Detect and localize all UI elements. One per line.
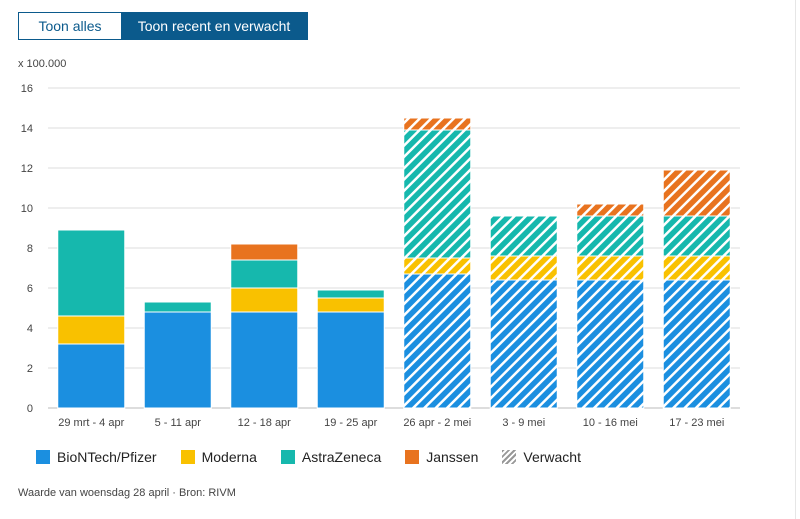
y-tick-label: 6 — [27, 283, 33, 295]
x-tick-label: 10 - 16 mei — [583, 417, 638, 429]
view-toggle: Toon alles Toon recent en verwacht — [18, 12, 308, 40]
bar-pfizer[interactable] — [230, 311, 299, 409]
bar-janssen[interactable] — [403, 117, 472, 131]
x-tick-label: 17 - 23 mei — [669, 417, 724, 429]
bar-astrazeneca[interactable] — [316, 289, 385, 299]
bar-stack-2[interactable] — [230, 243, 299, 409]
bar-astrazeneca[interactable] — [662, 215, 731, 257]
legend-item-expected[interactable]: Verwacht — [502, 449, 581, 465]
bar-janssen[interactable] — [662, 169, 731, 217]
bar-pfizer[interactable] — [143, 311, 212, 409]
legend-swatch-janssen — [405, 450, 420, 464]
x-tick-label: 26 apr - 2 mei — [403, 417, 471, 429]
legend-item-moderna[interactable]: Moderna — [180, 449, 257, 465]
y-tick-label: 8 — [27, 243, 33, 255]
legend-item-janssen[interactable]: Janssen — [405, 449, 478, 465]
legend-label-expected: Verwacht — [523, 449, 581, 465]
bar-moderna[interactable] — [316, 297, 385, 313]
bar-astrazeneca[interactable] — [576, 215, 645, 257]
y-tick-label: 12 — [21, 163, 33, 175]
x-tick-label: 3 - 9 mei — [502, 417, 545, 429]
bar-stack-6[interactable] — [576, 203, 645, 409]
bar-astrazeneca[interactable] — [57, 229, 126, 317]
bar-astrazeneca[interactable] — [143, 301, 212, 313]
legend-label-janssen: Janssen — [426, 449, 479, 465]
y-tick-label: 16 — [21, 83, 33, 95]
legend-item-astrazeneca[interactable]: AstraZeneca — [280, 449, 382, 465]
legend-item-pfizer[interactable]: BioNTech/Pfizer — [36, 449, 157, 465]
legend-label-pfizer: BioNTech/Pfizer — [57, 449, 157, 465]
bar-moderna[interactable] — [230, 287, 299, 313]
x-axis-labels: 29 mrt - 4 apr 5 - 11 apr 12 - 18 apr 19 - … — [58, 417, 724, 429]
x-tick-label: 5 - 11 apr — [155, 417, 202, 429]
y-unit-label: x 100.000 — [18, 58, 66, 70]
bar-janssen[interactable] — [576, 203, 645, 217]
y-tick-label: 0 — [27, 403, 33, 415]
bar-stack-4[interactable] — [403, 117, 472, 409]
legend-label-moderna: Moderna — [201, 449, 257, 465]
bar-stack-1[interactable] — [143, 301, 212, 409]
legend-swatch-pfizer — [36, 450, 50, 464]
y-tick-label: 4 — [27, 323, 33, 335]
y-tick-label: 10 — [21, 203, 33, 215]
legend: BioNTech/Pfizer Moderna AstraZeneca Jans… — [36, 449, 605, 465]
show-recent-button[interactable]: Toon recent en verwacht — [121, 13, 307, 39]
bar-pfizer[interactable] — [316, 311, 385, 409]
bar-pfizer[interactable] — [489, 279, 558, 409]
x-tick-label: 12 - 18 apr — [238, 417, 292, 429]
x-tick-label: 29 mrt - 4 apr — [58, 417, 124, 429]
legend-swatch-expected — [502, 450, 517, 464]
bar-astrazeneca[interactable] — [230, 259, 299, 289]
bar-moderna[interactable] — [576, 255, 645, 281]
y-tick-label: 2 — [27, 363, 33, 375]
bar-astrazeneca[interactable] — [403, 129, 472, 259]
legend-swatch-astrazeneca — [280, 450, 295, 464]
bar-moderna[interactable] — [662, 255, 731, 281]
bar-pfizer[interactable] — [576, 279, 645, 409]
bar-janssen[interactable] — [230, 243, 299, 261]
bar-moderna[interactable] — [57, 315, 126, 345]
vaccine-delivery-chart: x 100.000 0 2 4 6 8 10 12 14 16 29 mrt - 4 apr 5 … — [18, 58, 740, 429]
bar-stack-7[interactable] — [662, 169, 731, 409]
bar-moderna[interactable] — [403, 257, 472, 275]
legend-swatch-moderna — [180, 450, 195, 464]
panel-right-border — [795, 0, 796, 519]
bar-astrazeneca[interactable] — [489, 215, 558, 257]
bar-stack-0[interactable] — [57, 229, 126, 409]
bars — [57, 117, 731, 409]
bar-pfizer[interactable] — [57, 343, 126, 409]
bar-stack-3[interactable] — [316, 289, 385, 409]
bar-pfizer[interactable] — [403, 273, 472, 409]
source-note: Waarde van woensdag 28 april · Bron: RIV… — [18, 487, 236, 499]
show-all-button[interactable]: Toon alles — [19, 13, 121, 39]
bar-pfizer[interactable] — [662, 279, 731, 409]
bar-moderna[interactable] — [489, 255, 558, 281]
legend-label-astrazeneca: AstraZeneca — [301, 449, 382, 465]
y-tick-label: 14 — [21, 123, 33, 135]
bar-stack-5[interactable] — [489, 215, 558, 409]
x-tick-label: 19 - 25 apr — [324, 417, 378, 429]
